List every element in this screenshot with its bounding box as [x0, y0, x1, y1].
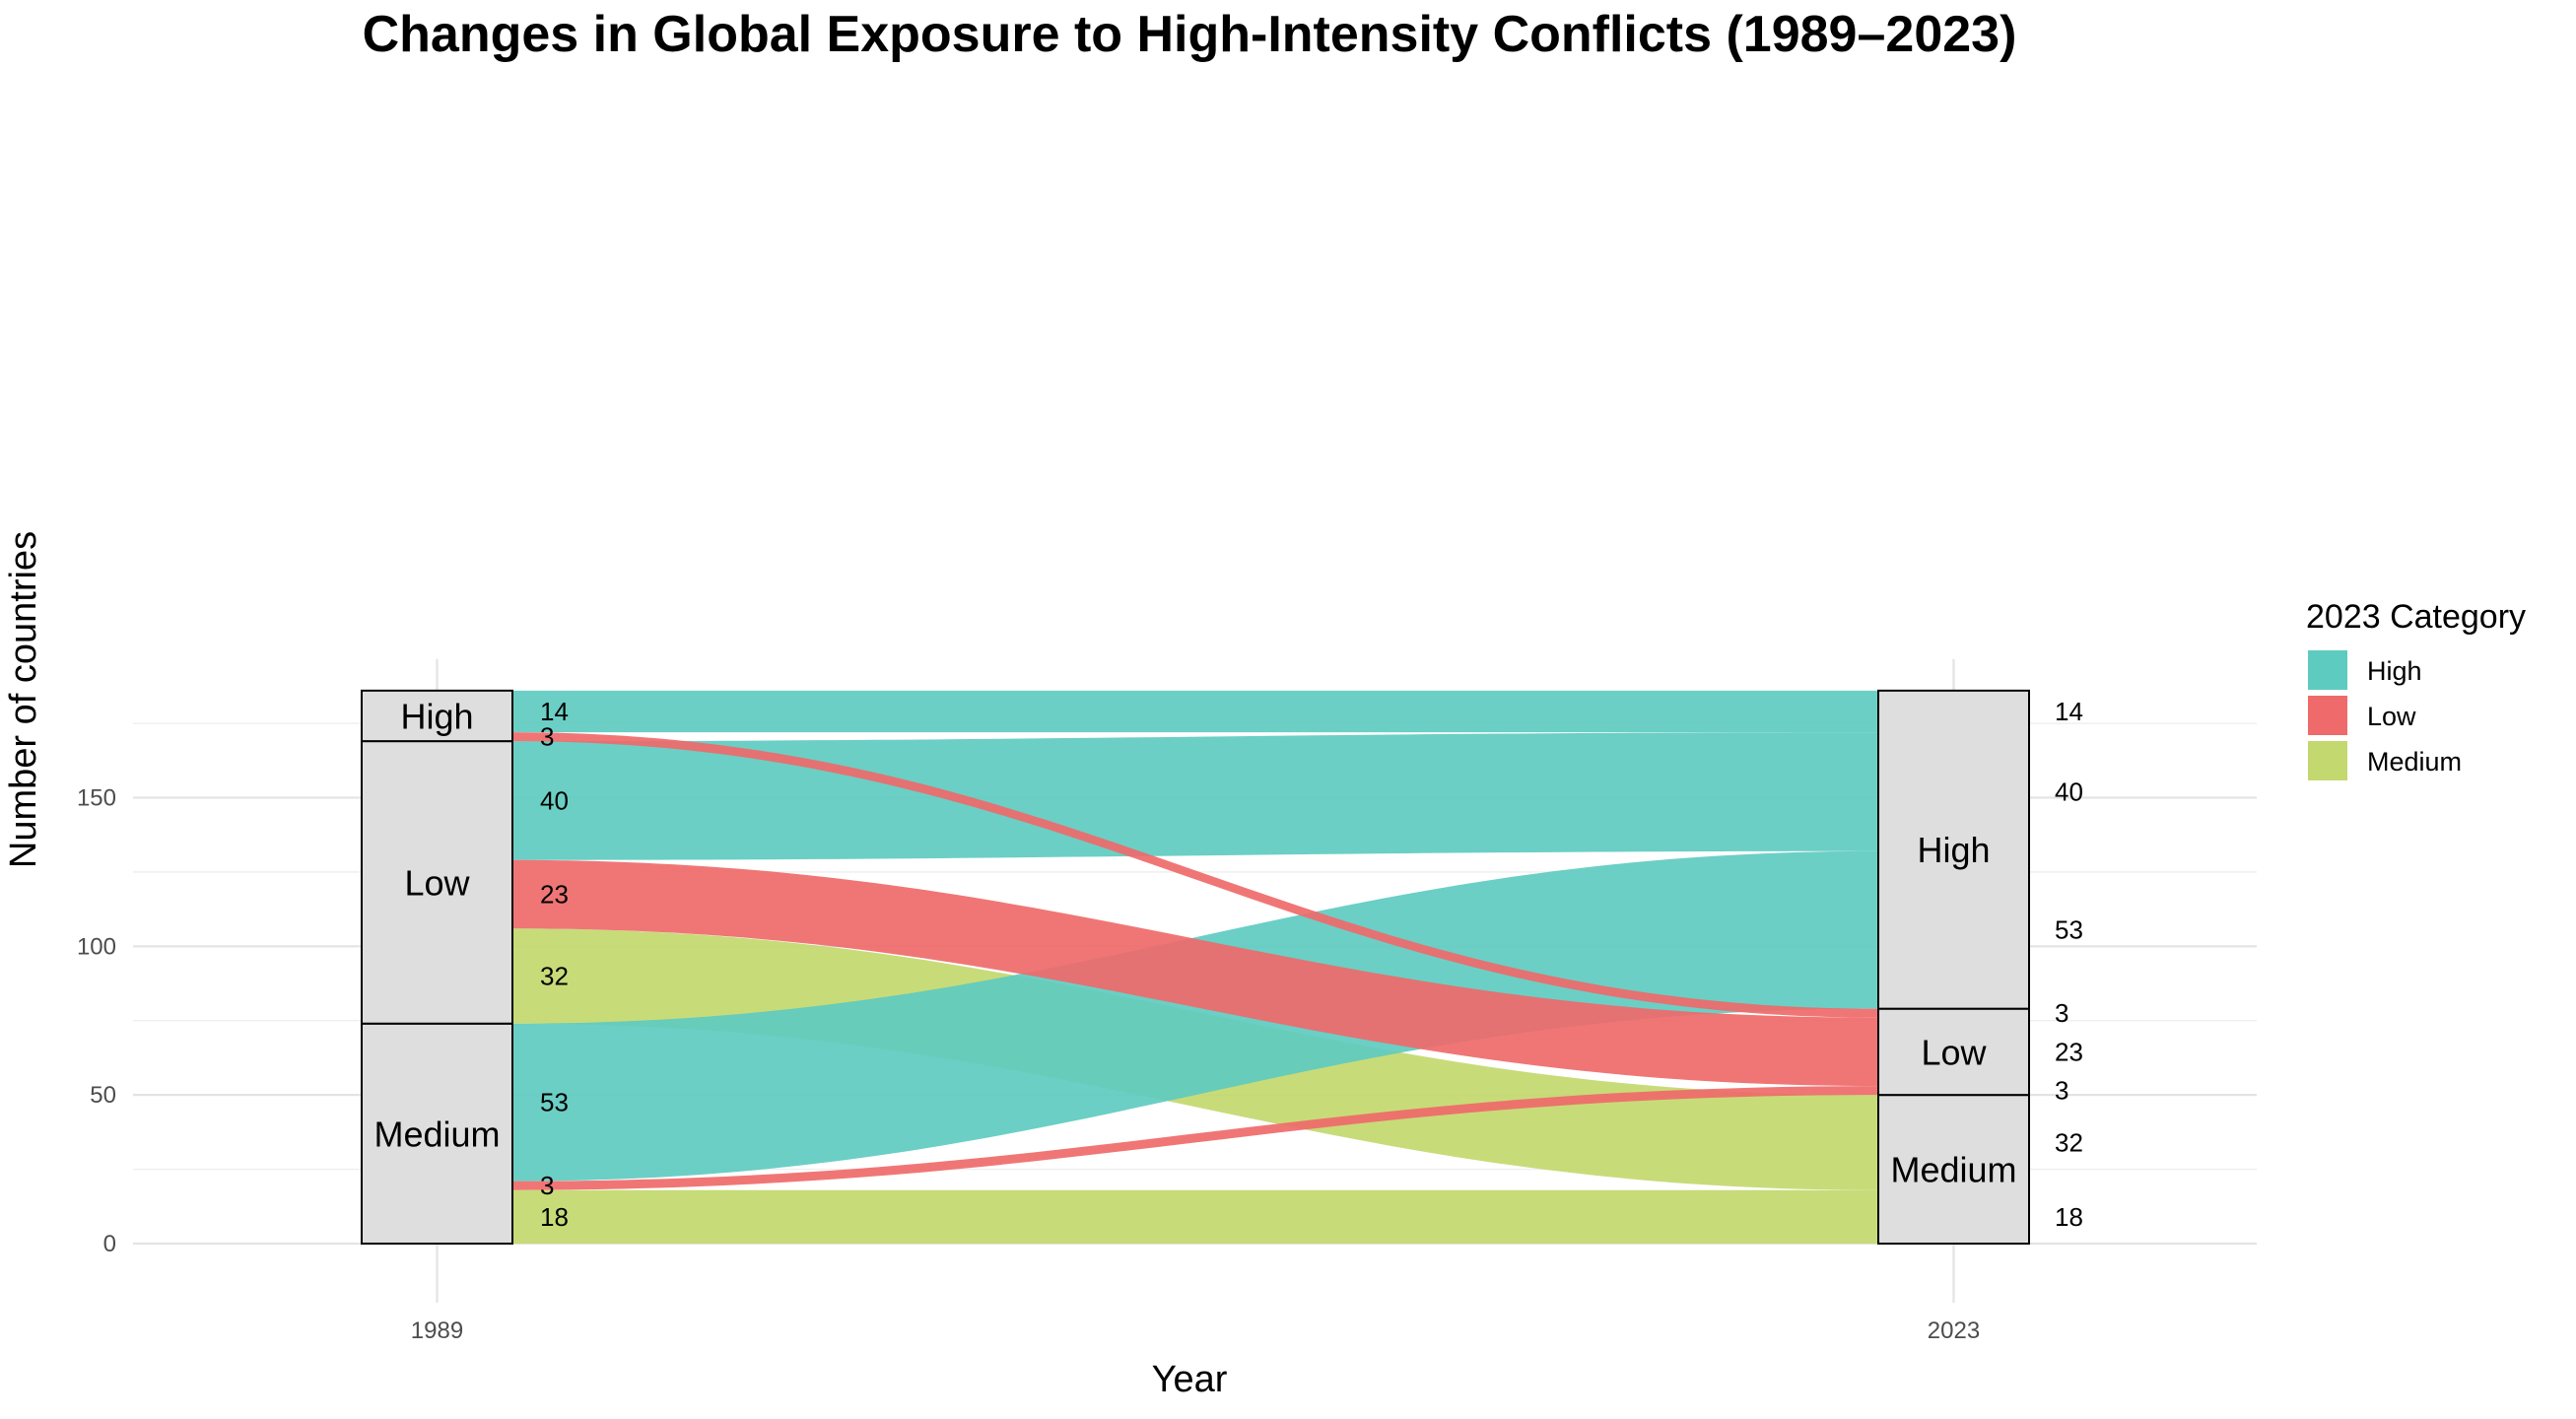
legend-title: 2023 Category [2306, 598, 2526, 636]
flow-label-left: 14 [540, 697, 569, 726]
flow-label-left: 3 [540, 1171, 554, 1200]
flow-label-left: 23 [540, 880, 569, 910]
flow-label-right: 18 [2055, 1202, 2083, 1232]
flow-high-to-low [512, 732, 1878, 1018]
flow-label-right: 3 [2055, 1076, 2068, 1106]
legend-swatch-medium [2308, 741, 2347, 780]
flow-ribbons [512, 690, 1878, 1244]
flow-label-right: 14 [2055, 697, 2083, 726]
stratum-1989-medium [361, 1022, 513, 1245]
flow-label-right: 53 [2055, 915, 2083, 945]
legend-label-low: Low [2367, 702, 2416, 731]
legend-swatch-high [2308, 650, 2347, 690]
chart-title: Changes in Global Exposure to High-Inten… [363, 6, 2017, 63]
stratum-label: High [400, 696, 473, 736]
strata: Medium Low High Medium Low High [361, 689, 2030, 1246]
x-axis-ticks: 1989 2023 [411, 1318, 1980, 1344]
flow-label-right: 23 [2055, 1037, 2083, 1066]
legend-items: High Low Medium [2308, 650, 2462, 780]
y-tick-label: 150 [77, 784, 116, 811]
flow-medium-to-medium [512, 1189, 1878, 1244]
flow-label-left: 40 [540, 785, 569, 815]
stratum-label: Low [1921, 1032, 1987, 1072]
flow-label-right: 32 [2055, 1127, 2083, 1157]
y-axis-ticks: 0 50 100 150 [77, 784, 116, 1257]
y-tick-label: 50 [90, 1082, 116, 1109]
flow-low-to-high [512, 732, 1878, 860]
y-tick-label: 0 [103, 1231, 116, 1257]
flow-label-right: 40 [2055, 777, 2083, 806]
x-axis-title: Year [1152, 1359, 1228, 1400]
stratum-2023-low [1877, 1007, 2030, 1097]
flow-medium-to-low [512, 1086, 1878, 1190]
stratum-1989-low [361, 740, 513, 1025]
flow-label-left: 32 [540, 961, 569, 990]
legend: 2023 Category High Low Medium [2306, 598, 2526, 780]
stratum-label: Low [404, 862, 470, 903]
flow-low-to-low [512, 859, 1878, 1087]
flow-label-left: 53 [540, 1088, 569, 1117]
flow-medium-to-high [512, 850, 1878, 1182]
stratum-2023-medium [1877, 1094, 2030, 1246]
stratum-1989-high [361, 689, 513, 743]
stratum-label: High [1917, 830, 1990, 870]
stratum-2023-high [1877, 689, 2030, 1010]
flow-high-to-high [512, 690, 1878, 733]
x-tick-label: 2023 [1928, 1318, 1980, 1344]
x-tick-label: 1989 [411, 1318, 463, 1344]
legend-swatch-low [2308, 696, 2347, 735]
y-tick-label: 100 [77, 933, 116, 960]
legend-label-medium: Medium [2367, 747, 2462, 777]
stratum-label: Medium [373, 1114, 500, 1154]
flow-label-left: 3 [540, 722, 554, 752]
y-axis-title: Number of countries [3, 531, 44, 868]
legend-label-high: High [2367, 656, 2422, 686]
flow-label-right: 3 [2055, 998, 2068, 1028]
flow-label-left: 18 [540, 1202, 569, 1232]
stratum-label: Medium [1890, 1150, 2016, 1190]
